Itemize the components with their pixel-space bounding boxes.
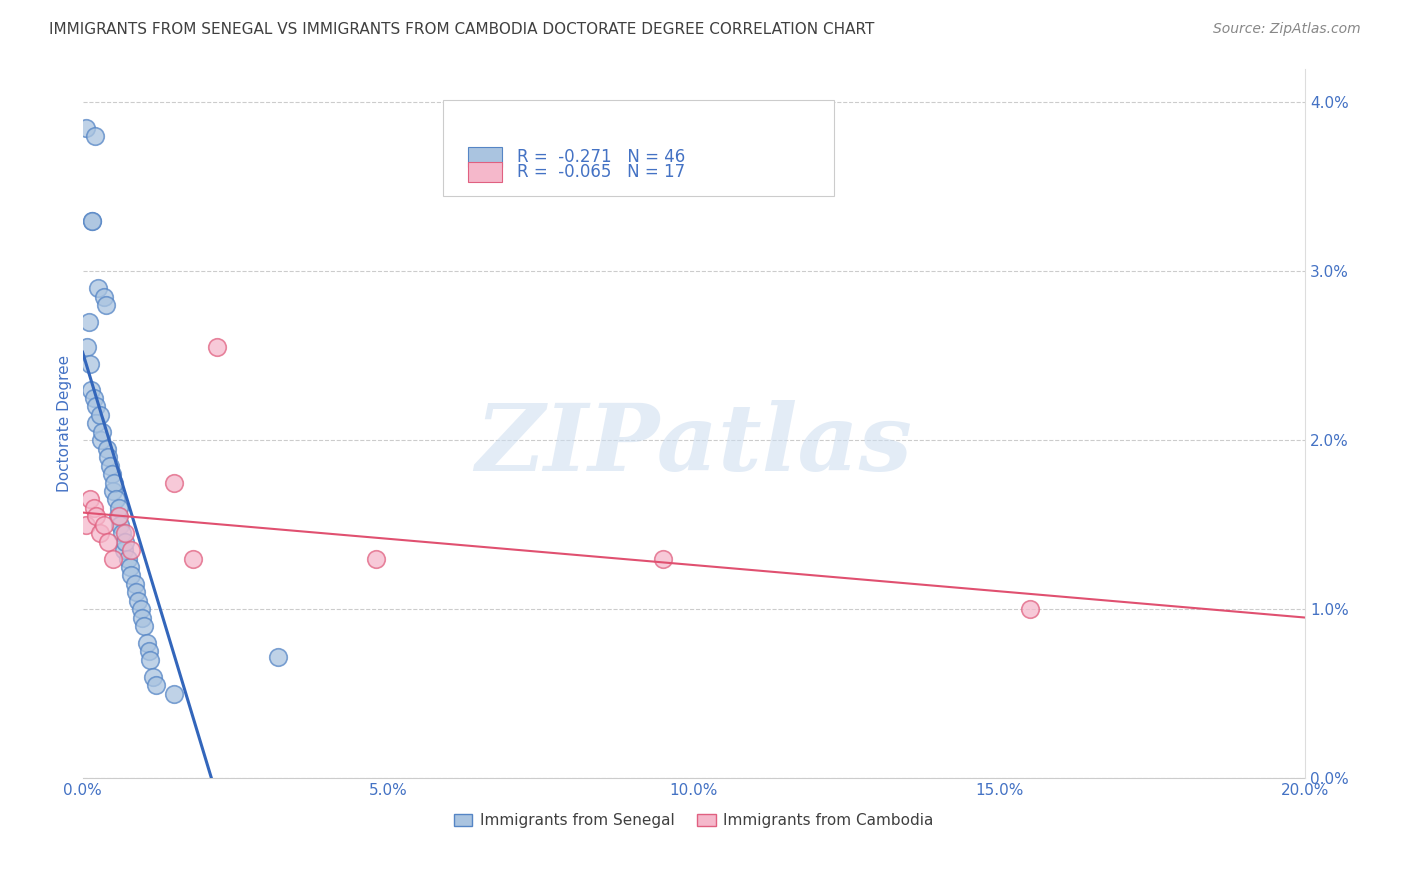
Point — [89, 408, 111, 422]
Point — [132, 619, 155, 633]
Point — [91, 425, 114, 439]
Point — [107, 509, 129, 524]
Point — [93, 290, 115, 304]
Point — [125, 585, 148, 599]
Point — [103, 475, 125, 490]
Point — [267, 649, 290, 664]
Point — [93, 517, 115, 532]
Point — [80, 213, 103, 227]
Point — [114, 534, 136, 549]
Point — [163, 687, 186, 701]
Point — [79, 357, 101, 371]
Point — [87, 281, 110, 295]
Point — [652, 551, 675, 566]
Point — [110, 517, 132, 532]
Point — [94, 298, 117, 312]
FancyBboxPatch shape — [468, 162, 502, 182]
Point — [79, 492, 101, 507]
Point — [364, 551, 387, 566]
Text: ZIPatlas: ZIPatlas — [475, 400, 912, 490]
Point — [83, 129, 105, 144]
Point — [108, 509, 131, 524]
FancyBboxPatch shape — [443, 101, 834, 196]
Point — [101, 551, 124, 566]
Point — [84, 509, 107, 524]
Y-axis label: Doctorate Degree: Doctorate Degree — [58, 355, 72, 491]
FancyBboxPatch shape — [468, 146, 502, 167]
Point — [114, 526, 136, 541]
Point — [96, 442, 118, 456]
Point — [138, 644, 160, 658]
Point — [101, 483, 124, 498]
Point — [129, 602, 152, 616]
Point — [80, 213, 103, 227]
Legend: Immigrants from Senegal, Immigrants from Cambodia: Immigrants from Senegal, Immigrants from… — [447, 807, 941, 834]
Point — [89, 526, 111, 541]
Point — [139, 653, 162, 667]
Point — [135, 636, 157, 650]
Point — [120, 560, 142, 574]
Text: R =  -0.065   N = 17: R = -0.065 N = 17 — [516, 163, 685, 181]
Point — [83, 391, 105, 405]
Point — [131, 610, 153, 624]
Point — [121, 568, 143, 582]
Point — [75, 517, 97, 532]
Point — [112, 543, 135, 558]
Point — [80, 383, 103, 397]
Point — [205, 340, 228, 354]
Point — [124, 577, 146, 591]
Point — [83, 500, 105, 515]
Point — [1019, 602, 1042, 616]
Point — [84, 400, 107, 414]
Point — [163, 475, 186, 490]
Point — [142, 670, 165, 684]
Text: IMMIGRANTS FROM SENEGAL VS IMMIGRANTS FROM CAMBODIA DOCTORATE DEGREE CORRELATION: IMMIGRANTS FROM SENEGAL VS IMMIGRANTS FR… — [49, 22, 875, 37]
Point — [111, 526, 134, 541]
Point — [97, 534, 120, 549]
Point — [145, 678, 167, 692]
Point — [108, 500, 131, 515]
Point — [127, 594, 149, 608]
Point — [105, 492, 128, 507]
Point — [97, 450, 120, 465]
Point — [98, 458, 121, 473]
Point — [90, 434, 112, 448]
Point — [84, 417, 107, 431]
Point — [101, 467, 124, 481]
Point — [121, 543, 143, 558]
Point — [181, 551, 204, 566]
Point — [76, 340, 98, 354]
Text: R =  -0.271   N = 46: R = -0.271 N = 46 — [516, 148, 685, 166]
Point — [77, 315, 100, 329]
Point — [75, 120, 97, 135]
Text: Source: ZipAtlas.com: Source: ZipAtlas.com — [1213, 22, 1361, 37]
Point — [117, 551, 139, 566]
